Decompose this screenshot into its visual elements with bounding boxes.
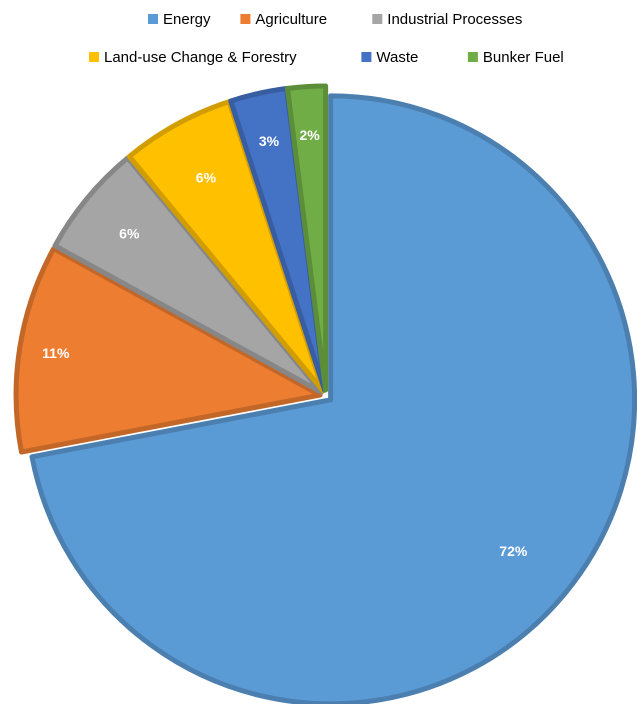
data-label-energy: 72% (499, 543, 528, 559)
legend-swatch-energy (148, 14, 158, 24)
legend-swatch-industrial-processes (372, 14, 383, 24)
data-label-land-use-change-forestry: 6% (196, 170, 217, 186)
legend-label-waste: Waste (376, 49, 418, 66)
legend-swatch-agriculture (240, 14, 251, 24)
pie-slice-bunker-fuel (285, 83, 329, 393)
legend-label-energy: Energy (163, 11, 211, 28)
legend-swatch-land-use-change-forestry (89, 52, 99, 62)
legend-item-industrial-processes: Industrial Processes (372, 11, 522, 28)
data-label-agriculture: 11% (42, 345, 70, 361)
legend-label-agriculture: Agriculture (255, 11, 327, 28)
legend-item-land-use-change-forestry: Land-use Change & Forestry (89, 49, 297, 66)
pie-data-labels: 72% 11% 6% 6% 3% 2% (42, 127, 528, 559)
legend-item-agriculture: Agriculture (240, 11, 327, 28)
legend-item-bunker-fuel: Bunker Fuel (467, 49, 564, 66)
data-label-bunker-fuel: 2% (299, 127, 320, 143)
pie-slices (13, 83, 637, 704)
legend-item-waste: Waste (361, 49, 418, 66)
pie-slice-energy (29, 93, 637, 704)
chart-legend: Energy Agriculture Industrial Processes Lan… (89, 11, 564, 66)
legend-swatch-waste (361, 52, 372, 62)
legend-label-land-use-change-forestry: Land-use Change & Forestry (104, 49, 297, 66)
legend-label-industrial-processes: Industrial Processes (387, 11, 522, 28)
legend-swatch-bunker-fuel (467, 52, 478, 62)
legend-label-bunker-fuel: Bunker Fuel (483, 49, 564, 66)
pie-slice-agriculture (13, 246, 323, 455)
legend-item-energy: Energy (148, 11, 211, 28)
data-label-industrial-processes: 6% (119, 225, 140, 241)
data-label-waste: 3% (259, 133, 280, 149)
